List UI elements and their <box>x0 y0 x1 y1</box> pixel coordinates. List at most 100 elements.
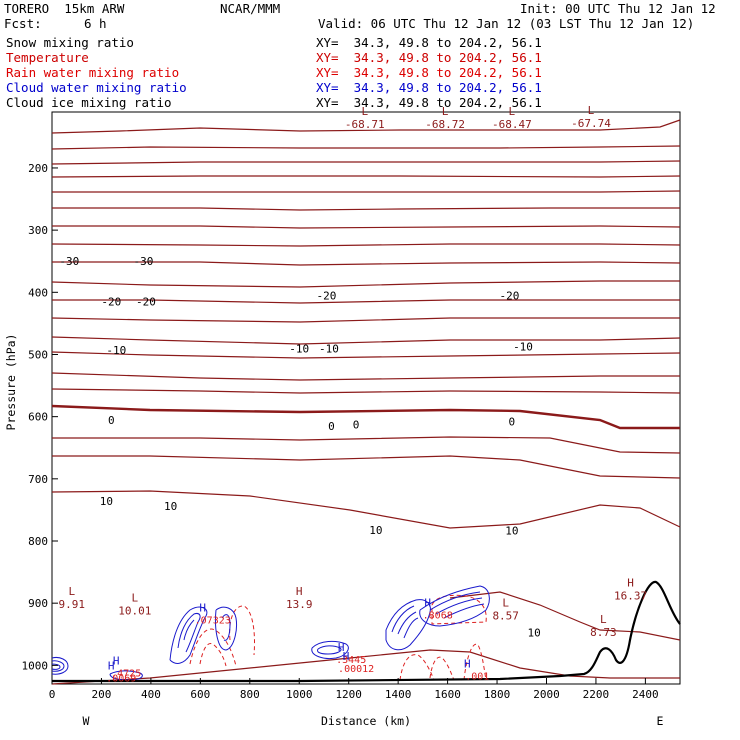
y-tick-label: 800 <box>28 535 48 548</box>
extremum-value: 8.73 <box>590 626 617 639</box>
extremum-value: -67.74 <box>571 117 611 130</box>
rain-contour <box>199 643 227 667</box>
field-xy-range: XY= 34.3, 49.8 to 204.2, 56.1 <box>316 80 542 95</box>
y-tick-label: 300 <box>28 224 48 237</box>
moisture-extremum-marker: H <box>108 659 115 672</box>
extremum-marker: H <box>296 585 303 598</box>
x-axis-label: Distance (km) <box>321 714 411 728</box>
isotherm-line <box>51 404 680 430</box>
isotherm-line <box>51 649 680 685</box>
y-axis-label: Pressure (hPa) <box>4 334 18 431</box>
cloud-water-contour <box>215 606 237 651</box>
isotherm-line <box>52 261 681 266</box>
isotherm-label: 0 <box>509 416 516 429</box>
x-tick-label: 1200 <box>335 688 362 701</box>
isotherm-line <box>51 490 681 529</box>
extremum-value: 10.01 <box>118 604 151 617</box>
moisture-extremum-marker: H <box>343 650 350 663</box>
y-tick-label: 1000 <box>22 659 49 672</box>
cloud-water-contour <box>429 591 481 611</box>
isotherm-label: -10 <box>513 340 533 353</box>
isotherm-label: 10 <box>528 626 541 639</box>
isotherm-line <box>51 160 681 165</box>
extremum-marker: L <box>588 104 595 117</box>
isotherm-label: -10 <box>319 342 339 355</box>
isotherm-line <box>52 190 681 193</box>
isotherm-line <box>51 372 680 381</box>
cloud-water-contour <box>221 614 231 641</box>
isotherm-line <box>52 436 681 454</box>
moisture-extremum-value: .3445 <box>336 655 366 666</box>
isotherm-line <box>51 351 681 359</box>
isotherm-line <box>51 336 681 345</box>
isotherm-line <box>52 299 680 304</box>
extremum-value: -68.72 <box>425 118 465 131</box>
label-layer: -30 -30 -20 -20 -20 -20 -10 -10 -10 -10 0 0 0 0 10 10 10… <box>59 104 648 685</box>
isotherm-line <box>51 280 680 288</box>
x-tick-label: 1000 <box>286 688 313 701</box>
moisture-extremum-value: .0069 <box>106 673 136 684</box>
init-time: Init: 00 UTC Thu 12 Jan 12 <box>520 1 716 16</box>
x-tick-label: 1800 <box>484 688 511 701</box>
extremum-marker: L <box>132 591 139 604</box>
x-tick-label: 600 <box>190 688 210 701</box>
forecast-value: 6 h <box>84 16 107 31</box>
extremum-marker: L <box>361 105 368 118</box>
field-xy-range: XY= 34.3, 49.8 to 204.2, 56.1 <box>316 35 542 50</box>
extremum-value: 9.91 <box>59 598 86 611</box>
rain-contour <box>431 594 487 625</box>
extremum-marker: L <box>502 596 509 609</box>
field-xy-range: XY= 34.3, 49.8 to 204.2, 56.1 <box>316 65 542 80</box>
isotherm-label: -10 <box>106 344 126 357</box>
y-tick-label: 600 <box>28 411 48 424</box>
field-xy-range: XY= 34.3, 49.8 to 204.2, 56.1 <box>316 50 542 65</box>
isotherm-line <box>51 119 681 134</box>
field-name: Cloud water mixing ratio <box>6 80 187 95</box>
moisture-extremum-value: .07323 <box>195 616 231 627</box>
isotherm-layer <box>51 119 681 685</box>
valid-time: Valid: 06 UTC Thu 12 Jan 12 (03 LST Thu … <box>318 16 695 31</box>
isotherm-label: -30 <box>59 255 79 268</box>
terrain-line <box>52 580 681 683</box>
rain-contour <box>229 605 255 656</box>
forecast-label: Fcst: <box>4 16 42 31</box>
cloud-water-contour <box>51 657 69 675</box>
isotherm-label: 10 <box>369 524 382 537</box>
cloud-water-contour <box>391 605 415 633</box>
extremum-marker: H <box>627 576 634 589</box>
moisture-extremum-marker: H <box>199 602 206 615</box>
rain-contour <box>429 656 455 681</box>
x-tick-label: 2200 <box>583 688 610 701</box>
x-tick-label: 400 <box>141 688 161 701</box>
isotherm-line <box>51 145 681 150</box>
rain-contour <box>463 643 487 681</box>
isotherm-label: -10 <box>289 342 309 355</box>
x-end-label-west: W <box>83 714 90 728</box>
cloud-water-contour <box>51 663 61 670</box>
isotherm-label: 0 <box>328 420 335 433</box>
isotherm-label: -20 <box>317 289 337 302</box>
y-tick-label: 200 <box>28 162 48 175</box>
isotherm-label: 10 <box>100 495 113 508</box>
isotherm-label: 10 <box>505 524 518 537</box>
cloud-water-contour <box>397 611 417 635</box>
field-name: Rain water mixing ratio <box>6 65 180 80</box>
moisture-extremum-marker: H <box>464 658 471 671</box>
isotherm-line <box>51 243 681 247</box>
isotherm-label: -20 <box>101 296 121 309</box>
isotherm-label: -20 <box>136 296 156 309</box>
cloud-water-contour <box>419 585 490 627</box>
isotherm-label: -30 <box>134 255 154 268</box>
field-name: Snow mixing ratio <box>6 35 134 50</box>
isotherm-line <box>51 175 681 178</box>
y-tick-label: 500 <box>28 348 48 361</box>
isotherm-line <box>51 388 681 394</box>
x-tick-label: 800 <box>240 688 260 701</box>
moisture-extremum-value: .8068 <box>423 611 453 622</box>
isotherm-label: 10 <box>164 500 177 513</box>
isotherm-line <box>52 207 680 211</box>
extremum-value: -68.47 <box>492 118 532 131</box>
cloud-water-contour <box>177 613 201 653</box>
moisture-extremum-value: .4725 <box>111 668 141 679</box>
rain-contour <box>399 654 435 681</box>
